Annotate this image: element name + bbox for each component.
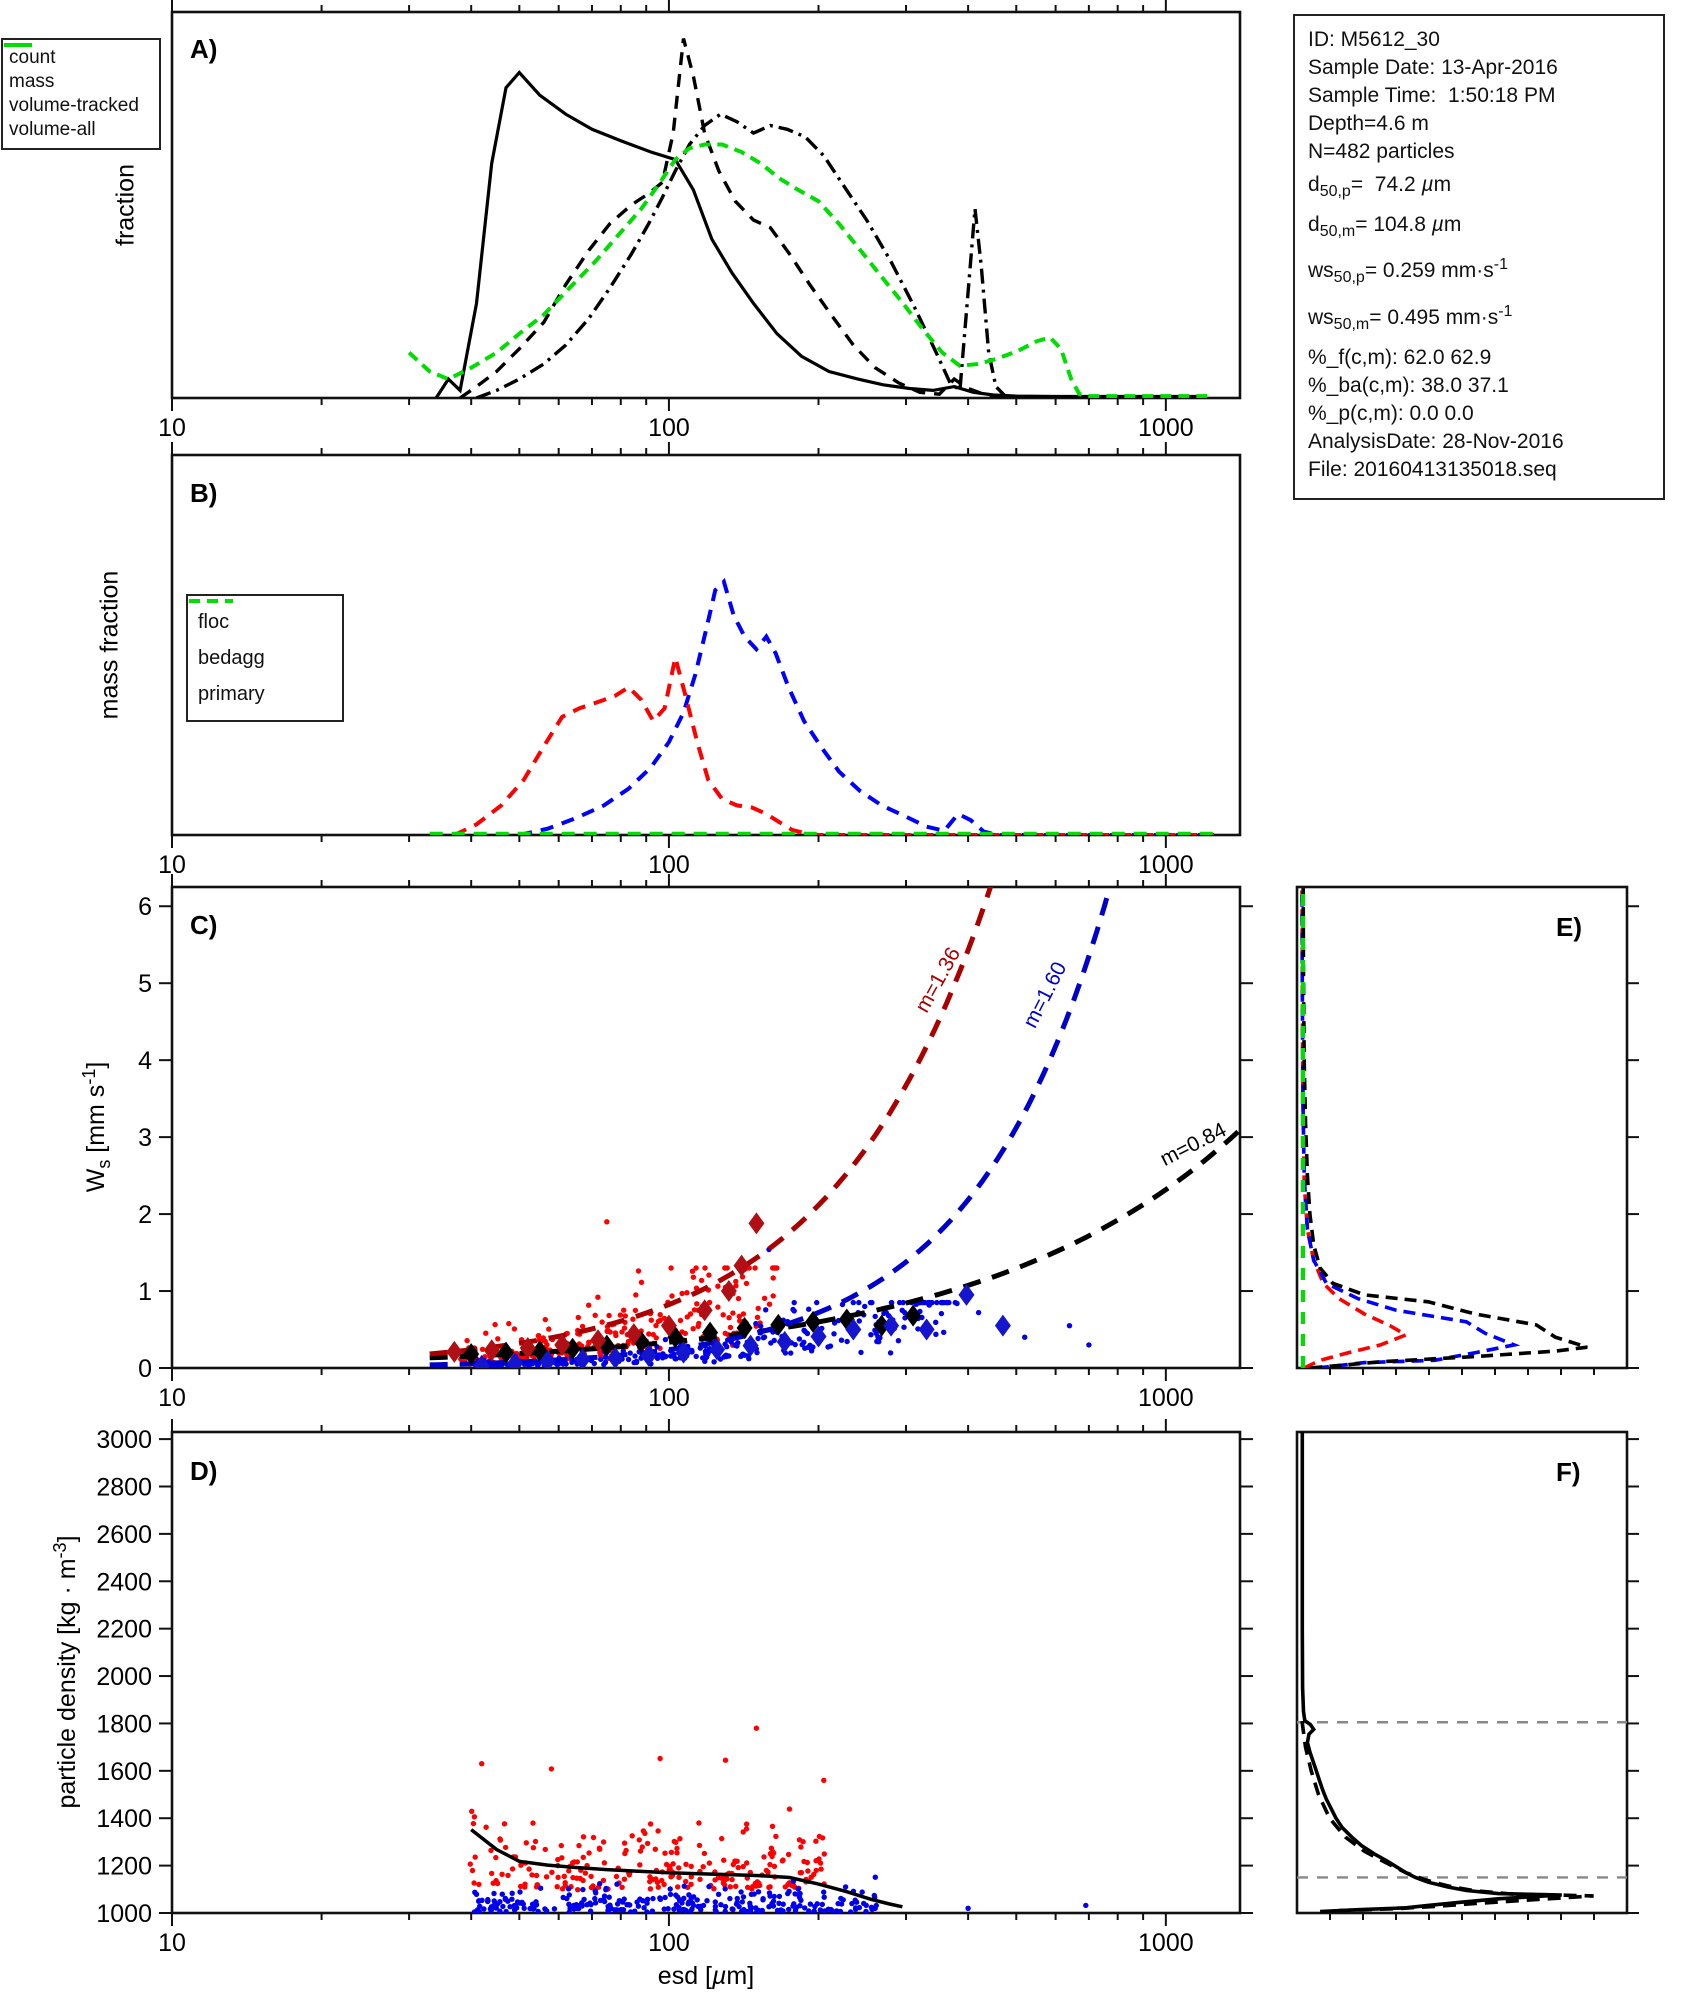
info-line-12: AnalysisDate: 28-Nov-2016 (1308, 429, 1564, 453)
legend-label: volume-tracked (9, 95, 139, 116)
legend-label: volume-all (9, 119, 96, 140)
svg-text:1000: 1000 (1138, 1929, 1194, 1957)
panel-e-content (1300, 887, 1588, 1368)
panel-f-box (1295, 1430, 1629, 1915)
info-line-1: Sample Date: 13-Apr-2016 (1308, 56, 1558, 79)
info-line-8: ws50,m= 0.495 mm·s-1 (1308, 302, 1513, 333)
legend-label: mass (9, 71, 55, 92)
svg-text:100: 100 (648, 1929, 690, 1957)
svg-text:2: 2 (138, 1201, 152, 1229)
info-line-4: N=482 particles (1308, 140, 1455, 163)
svg-text:5: 5 (138, 970, 152, 998)
svg-text:1: 1 (138, 1278, 152, 1306)
legend-a-item-mass: mass (4, 43, 159, 94)
svg-text:2200: 2200 (96, 1616, 152, 1644)
legend-b-item-bedagg: bedagg (189, 599, 342, 676)
info-line-13: File: 20160413135018.seq (1308, 457, 1557, 481)
panel-e-letter: E) (1556, 912, 1582, 942)
info-line-3: Depth=4.6 m (1308, 112, 1429, 135)
svg-text:6: 6 (138, 893, 152, 921)
svg-text:100: 100 (648, 414, 690, 442)
panel-f-letter: F) (1556, 1457, 1581, 1487)
panel-c-ylabel: Ws [mm s-1] (78, 1061, 115, 1193)
legend-panel-a: count mass volume-tracked volume-all (1, 38, 161, 150)
panel-b-ylabel: mass fraction (95, 570, 124, 720)
panel-c-content (429, 887, 1240, 1368)
info-line-10: %_ba(c,m): 38.0 37.1 (1308, 373, 1509, 397)
panel-f-content (1297, 1432, 1627, 1913)
svg-text:1800: 1800 (96, 1710, 152, 1738)
legend-label: floc (198, 610, 230, 633)
panel-d-ylabel: particle density [kg · m-3] (49, 1535, 82, 1809)
legend-panel-b: floc bedagg primary (186, 594, 344, 722)
svg-text:4: 4 (138, 1047, 152, 1075)
svg-text:3000: 3000 (96, 1426, 152, 1454)
svg-text:1000: 1000 (1138, 1384, 1194, 1412)
panel-a-ylabel: fraction (111, 164, 140, 246)
info-line-7: ws50,p= 0.259 mm·s-1 (1308, 256, 1509, 287)
svg-text:2600: 2600 (96, 1521, 152, 1549)
legend-b-item-floc: floc (189, 599, 342, 640)
svg-text:3: 3 (138, 1124, 152, 1152)
info-line-11: %_p(c,m): 0.0 0.0 (1308, 401, 1474, 425)
info-line-6: d50,m= 104.8 µm (1308, 213, 1462, 241)
panel-b-letter: B) (190, 478, 218, 508)
svg-text:2400: 2400 (96, 1568, 152, 1596)
legend-label: count (9, 47, 56, 68)
info-line-0: ID: M5612_30 (1308, 28, 1440, 51)
legend-a-item-volume-tracked: volume-tracked (4, 43, 159, 118)
svg-text:m=0.84: m=0.84 (1157, 1118, 1231, 1171)
info-line-9: %_f(c,m): 62.0 62.9 (1308, 345, 1492, 369)
legend-label: bedagg (198, 646, 265, 669)
panel-d-content (467, 1725, 1089, 1913)
svg-text:10: 10 (158, 414, 186, 442)
svg-text:10: 10 (158, 1384, 186, 1412)
svg-text:1400: 1400 (96, 1805, 152, 1833)
legend-label: primary (198, 682, 265, 705)
info-line-5: d50,p= 74.2 µm (1308, 173, 1452, 201)
svg-text:10: 10 (158, 1929, 186, 1957)
svg-text:2800: 2800 (96, 1473, 152, 1501)
sample-info-box: ID: M5612_30 Sample Date: 13-Apr-2016 Samp… (1293, 14, 1665, 500)
panel-d-box (170, 1430, 1242, 1915)
panel-a-letter: A) (190, 34, 218, 64)
info-line-2: Sample Time: 1:50:18 PM (1308, 84, 1556, 107)
svg-text:2000: 2000 (96, 1663, 152, 1691)
svg-text:100: 100 (648, 1384, 690, 1412)
svg-text:1600: 1600 (96, 1758, 152, 1786)
svg-text:0: 0 (138, 1355, 152, 1383)
legend-b-item-primary: primary (189, 599, 342, 712)
panel-e-box (1295, 885, 1629, 1370)
svg-text:1000: 1000 (96, 1900, 152, 1928)
panel-c-box (170, 885, 1242, 1370)
x-axis-label: esd [µm] (657, 1962, 755, 1990)
svg-text:1200: 1200 (96, 1853, 152, 1881)
panel-a-box (170, 10, 1242, 400)
panel-c-letter: C) (190, 910, 218, 940)
legend-a-item-volume-all: volume-all (4, 43, 159, 142)
panel-d-letter: D) (190, 1456, 218, 1486)
svg-text:1000: 1000 (1138, 414, 1194, 442)
